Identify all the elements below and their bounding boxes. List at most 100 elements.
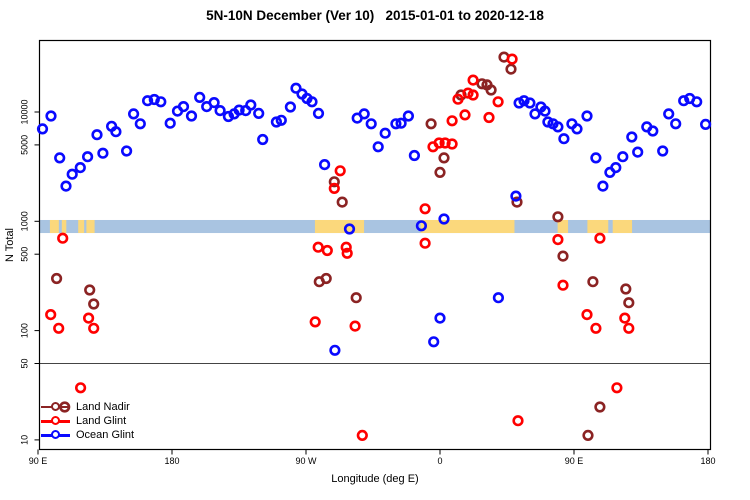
land-glint-marker-icon [41,416,70,426]
point-land-nadir [434,166,446,178]
point-ocean-glint [97,147,109,159]
point-ocean-glint [365,118,377,130]
x-tick-label: 90 E [565,456,584,466]
point-land-glint [512,415,524,427]
point-ocean-glint [253,107,265,119]
point-ocean-glint [699,118,712,130]
point-ocean-glint [329,344,341,356]
point-land-glint [433,137,445,149]
point-land-glint [312,241,324,253]
point-land-glint [356,429,368,442]
point-land-glint [623,322,635,334]
point-ocean-glint [233,104,245,116]
point-land-nadir [425,118,437,130]
point-land-nadir [84,284,96,296]
point-land-nadir [88,298,100,310]
point-land-nadir [476,78,488,90]
point-ocean-glint [177,100,190,113]
point-ocean-glint [510,190,522,202]
point-ocean-glint [257,133,269,146]
point-land-nadir [350,292,362,304]
point-ocean-glint [590,152,602,164]
land-segment [420,219,515,234]
point-land-glint [446,138,458,150]
point-ocean-glint [395,117,407,129]
point-ocean-glint [214,104,226,117]
point-ocean-glint [306,96,318,108]
point-ocean-glint [610,162,622,174]
point-ocean-glint [542,116,554,128]
point-ocean-glint [290,82,302,94]
point-land-glint [467,74,479,86]
y-tick-label: 10 [20,435,30,445]
point-land-glint [459,109,471,121]
point-land-nadir [620,283,632,295]
point-ocean-glint [518,95,530,107]
point-ocean-glint [647,125,659,137]
point-ocean-glint [691,96,703,108]
point-land-glint [82,312,95,324]
ocean-band [39,219,711,234]
point-ocean-glint [552,121,564,133]
point-ocean-glint [539,105,551,117]
point-ocean-glint [245,99,257,111]
point-land-nadir [594,401,606,413]
point-land-glint [419,203,431,215]
point-ocean-glint [632,146,644,158]
point-ocean-glint [60,180,72,192]
point-ocean-glint [185,110,198,122]
x-tick-label: 180 [700,456,715,466]
point-ocean-glint [372,141,384,153]
point-ocean-glint [110,126,122,138]
point-land-glint [492,96,504,108]
point-land-nadir [552,211,564,223]
point-land-glint [446,115,458,127]
point-land-glint [611,382,623,394]
point-ocean-glint [66,168,78,180]
point-land-nadir [50,272,63,285]
point-land-glint [506,53,518,65]
legend-item-land-glint: Land Glint [41,414,134,428]
point-ocean-glint [434,312,446,324]
point-ocean-glint [617,151,629,163]
point-ocean-glint [678,95,690,107]
x-axis-label: Longitude (deg E) [331,473,419,485]
point-ocean-glint [120,145,133,157]
chart-title: 5N-10N December (Ver 10) 2015-01-01 to 2… [206,8,544,23]
point-ocean-glint [358,108,370,120]
point-ocean-glint [663,108,675,120]
point-land-glint [349,320,361,332]
land-segment [78,219,85,234]
legend-item-ocean-glint: Ocean Glint [41,428,134,442]
point-land-glint [419,237,431,249]
point-ocean-glint [45,110,57,122]
point-ocean-glint [581,110,593,122]
land-segment [86,219,95,234]
point-ocean-glint [343,223,356,235]
point-land-glint [439,137,451,149]
point-ocean-glint [438,213,450,225]
x-tick-label: 0 [437,456,442,466]
point-ocean-glint [275,114,287,126]
point-land-glint [590,322,602,334]
point-ocean-glint [208,96,220,109]
point-land-glint [452,93,464,105]
point-land-glint [340,241,352,253]
point-land-nadir [320,272,332,285]
point-land-glint [53,322,65,334]
point-ocean-glint [128,108,140,120]
land-segment [587,219,609,234]
point-ocean-glint [597,180,609,192]
land-nadir-marker-icon [41,402,70,412]
land-segment [49,219,59,234]
point-ocean-glint [74,162,86,174]
point-land-glint [45,309,57,321]
legend-item-land-nadir: Land Nadir [41,400,134,414]
point-land-glint [467,89,479,101]
point-land-nadir [623,297,635,309]
land-segment [557,219,569,234]
point-ocean-glint [284,101,297,113]
point-land-glint [321,244,333,257]
